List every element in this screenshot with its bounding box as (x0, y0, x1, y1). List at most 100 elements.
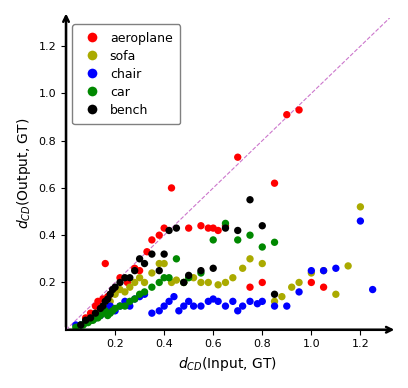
Point (247, 232, 253, 238)
Point (80, 322, 86, 328)
Point (279, 294, 285, 300)
Point (247, 284, 253, 290)
Point (190, 275, 197, 281)
Point (210, 237, 217, 243)
Point (117, 286, 123, 293)
Point (117, 303, 123, 309)
Point (271, 303, 278, 309)
Point (161, 275, 167, 281)
Point (95, 298, 101, 305)
Point (190, 303, 197, 309)
Point (198, 270, 204, 276)
Point (222, 220, 229, 227)
Point (131, 265, 138, 271)
Point (235, 154, 241, 160)
Point (156, 232, 162, 238)
Point (92, 312, 99, 319)
Point (78, 322, 84, 328)
Point (320, 284, 327, 290)
Point (166, 275, 172, 281)
Point (173, 256, 180, 262)
Point (136, 268, 143, 274)
Point (104, 312, 111, 319)
Point (166, 298, 172, 305)
Point (235, 227, 241, 234)
Point (95, 315, 101, 321)
Y-axis label: $d_{CD}$(Output, GT): $d_{CD}$(Output, GT) (15, 118, 33, 229)
Point (156, 268, 162, 274)
Point (122, 303, 128, 309)
Point (73, 324, 79, 331)
Point (161, 251, 167, 257)
Point (333, 291, 339, 297)
Point (271, 180, 278, 186)
Point (308, 270, 315, 276)
Point (210, 296, 217, 302)
Point (100, 310, 106, 316)
Point (205, 225, 212, 231)
Point (136, 291, 143, 297)
Point (117, 303, 123, 309)
Point (215, 298, 222, 305)
Point (180, 279, 187, 286)
Point (198, 279, 204, 286)
Point (141, 291, 148, 297)
Point (112, 308, 118, 314)
Point (149, 237, 155, 243)
Point (100, 310, 106, 316)
Point (73, 322, 79, 328)
Point (239, 303, 246, 309)
Point (87, 317, 94, 323)
Point (112, 291, 118, 297)
Point (259, 279, 266, 286)
Point (247, 197, 253, 203)
Point (284, 303, 290, 309)
Point (308, 279, 315, 286)
Point (215, 282, 222, 288)
Point (122, 275, 128, 281)
Point (126, 298, 133, 305)
Point (222, 225, 229, 231)
Point (210, 225, 217, 231)
Point (247, 256, 253, 262)
Point (168, 279, 175, 286)
Point (357, 218, 364, 224)
Point (92, 315, 99, 321)
Point (171, 294, 177, 300)
Point (210, 265, 217, 271)
Point (198, 223, 204, 229)
Point (259, 260, 266, 267)
Point (136, 275, 143, 281)
Point (126, 284, 133, 290)
Point (271, 298, 278, 305)
Point (235, 308, 241, 314)
Point (296, 107, 302, 113)
Point (320, 268, 327, 274)
Point (102, 303, 109, 309)
Point (296, 289, 302, 295)
Point (369, 286, 376, 293)
Point (126, 275, 133, 281)
Point (87, 310, 94, 316)
Point (78, 322, 84, 328)
Point (107, 291, 113, 297)
Point (222, 223, 229, 229)
Point (107, 303, 113, 309)
Point (235, 237, 241, 243)
Point (97, 305, 104, 312)
Point (161, 260, 167, 267)
Point (259, 223, 266, 229)
Point (308, 268, 315, 274)
Point (284, 112, 290, 118)
Point (126, 303, 133, 309)
Point (97, 312, 104, 319)
Point (149, 270, 155, 276)
Point (185, 275, 192, 281)
Point (215, 227, 222, 234)
Point (357, 204, 364, 210)
Point (333, 265, 339, 271)
Point (92, 303, 99, 309)
Point (102, 308, 109, 314)
Point (175, 308, 182, 314)
Point (144, 249, 150, 255)
